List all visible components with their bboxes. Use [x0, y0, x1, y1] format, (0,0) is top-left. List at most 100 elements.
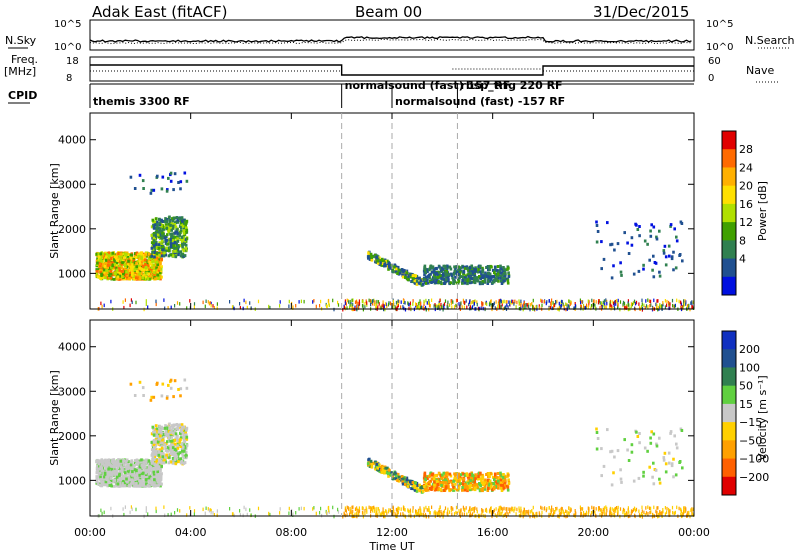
velocity-pixel-588	[143, 463, 146, 467]
velocity-pixel-1900	[652, 482, 656, 486]
power-pixel-626	[102, 252, 106, 256]
power-clutter-368	[463, 305, 465, 309]
velocity-pixel-832	[140, 458, 143, 462]
power-clutter-1	[344, 299, 346, 303]
power-pixel-1871	[479, 264, 482, 268]
power-pixel-729	[105, 271, 109, 275]
power-clutter-508	[473, 301, 475, 306]
power-pixel-792	[144, 263, 147, 266]
power-clutter-402	[418, 301, 420, 306]
velocity-pixel-586	[151, 483, 155, 487]
velocity-pixel-914	[150, 432, 154, 436]
power-pixel-1926	[675, 239, 679, 243]
power-clutter-546	[357, 304, 359, 308]
power-clutter-292	[476, 300, 478, 304]
velocity-pixel-1126	[160, 436, 163, 440]
power-pixel-874	[138, 261, 142, 265]
velocity-pixel-1807	[462, 477, 465, 481]
power-pixel-1879	[452, 272, 456, 276]
power-pixel-756	[154, 268, 158, 272]
velocity-pixel-1735	[435, 485, 438, 489]
velocity-pixel-1214	[160, 425, 163, 429]
velocity-pixel-1366	[378, 463, 381, 467]
velocity-pixel-1264	[174, 432, 178, 436]
velocity-pixel-1884	[444, 481, 448, 485]
velocity-pixel-1702	[481, 486, 485, 490]
velocity-pixel-583	[143, 484, 147, 488]
power-clutter-261	[404, 308, 407, 312]
power-pixel-1479	[383, 264, 386, 268]
freq-label: Freq.	[11, 53, 38, 66]
power-clutter-460	[590, 306, 592, 311]
power-pixel-1912	[626, 241, 629, 245]
power-pixel-572	[130, 260, 133, 264]
velocity-pixel-1745	[462, 472, 465, 476]
velocity-pixel-1350	[386, 466, 389, 470]
velocity-pixel-1858	[427, 488, 430, 492]
velocity-pixel-1979	[138, 380, 142, 384]
power-pixel-1216	[182, 249, 186, 253]
velocity-pixel-506	[137, 475, 141, 479]
power-pixel-911	[155, 241, 158, 244]
velocity-pixel-1029	[152, 430, 155, 434]
power-pixel-814	[137, 254, 140, 258]
velocity-pixel-970	[164, 424, 167, 428]
velocity-clutter-46	[609, 512, 611, 517]
power-pixel-1274	[182, 242, 186, 246]
power-pixel-1550	[485, 266, 488, 269]
velocity-pixel-648	[131, 473, 134, 477]
power-pixel-615	[117, 259, 121, 263]
velocity-pixel-1238	[169, 439, 172, 443]
velocity-clutter-214	[593, 509, 595, 513]
power-pixel-1426	[412, 277, 415, 281]
velocity-pixel-1229	[160, 453, 164, 457]
power-clutter-455	[461, 305, 463, 309]
velocity-pixel-768	[152, 479, 156, 483]
velocity-clutter-9	[466, 512, 468, 516]
velocity-pixel-300	[122, 475, 126, 479]
power-clutter-554	[647, 298, 649, 302]
power-clutter-689	[489, 301, 491, 305]
power-pixel-1743	[473, 281, 477, 285]
velocity-clutter-160	[396, 512, 398, 517]
velocity-pixel-1628	[450, 481, 454, 484]
power-clutter-262	[373, 298, 375, 303]
nsearch-trace	[89, 38, 692, 45]
velocity-pixel-1232	[176, 446, 180, 450]
power-clutter-654	[502, 300, 504, 304]
power-pixel-1742	[459, 266, 463, 270]
velocity-pixel-1132	[168, 426, 172, 430]
power-clutter-161	[672, 303, 674, 308]
velocity-pixel-1203	[177, 452, 180, 456]
velocity-pixel-867	[147, 459, 151, 463]
power-clutter-142	[333, 307, 335, 312]
power-pixel-857	[153, 271, 156, 275]
velocity-pixel-1846	[433, 483, 436, 487]
velocity-pixel-712	[160, 472, 163, 476]
power-pixel-1114	[185, 237, 189, 241]
power-pixel-679	[143, 268, 146, 272]
velocity-pixel-734	[140, 479, 143, 483]
power-pixel-1272	[165, 226, 169, 230]
power-pixel-849	[159, 262, 162, 266]
power-clutter-555	[354, 300, 357, 304]
velocity-pixel-794	[102, 469, 105, 473]
velocity-pixel-1840	[423, 484, 426, 488]
power-pixel-1420	[374, 253, 377, 257]
power-clutter-268	[346, 298, 348, 303]
power-clutter-574	[495, 300, 497, 304]
power-pixel-1179	[182, 236, 185, 240]
power-clutter-566	[381, 304, 383, 308]
power-pixel-670	[102, 276, 105, 280]
velocity-clutter-96	[451, 512, 453, 516]
power-pixel-1876	[486, 275, 489, 279]
power-pixel-1894	[453, 265, 456, 269]
velocity-pixel-670	[102, 483, 105, 487]
power-pixel-1226	[157, 243, 161, 247]
velocity-pixel-1254	[182, 445, 185, 449]
power-pixel-961	[161, 244, 165, 248]
velocity-pixel-1158	[159, 434, 162, 438]
power-clutter-587	[469, 300, 471, 304]
power-pixel-779	[104, 258, 108, 262]
